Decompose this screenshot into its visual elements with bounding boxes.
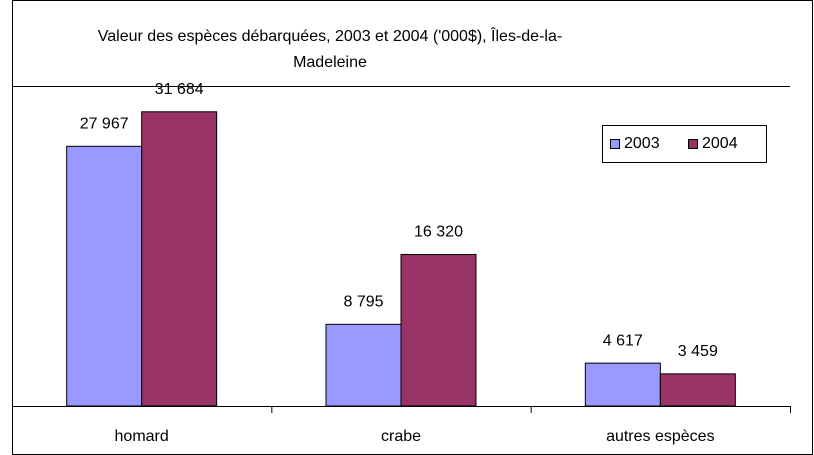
legend-label: 2003 [624,135,660,152]
value-label: 4 617 [603,332,643,349]
x-tick-label: crabe [381,428,421,445]
bar [659,373,736,407]
legend-label: 2004 [702,135,738,152]
value-label: 27 967 [80,116,129,133]
x-tick-label: homard [115,428,169,445]
value-label: 31 684 [155,81,204,98]
bar [141,111,218,407]
bar [584,362,661,407]
value-label: 8 795 [343,294,383,311]
x-tick-label: autres espèces [606,428,715,445]
legend-swatch [610,139,620,149]
legend-box [602,125,767,163]
legend-swatch [688,139,698,149]
chart-title: Valeur des espèces débarquées, 2003 et 2… [97,28,563,71]
bar [400,253,477,407]
bar [66,145,143,407]
bar [325,323,402,407]
value-label: 3 459 [678,343,718,360]
value-label: 16 320 [414,224,463,241]
